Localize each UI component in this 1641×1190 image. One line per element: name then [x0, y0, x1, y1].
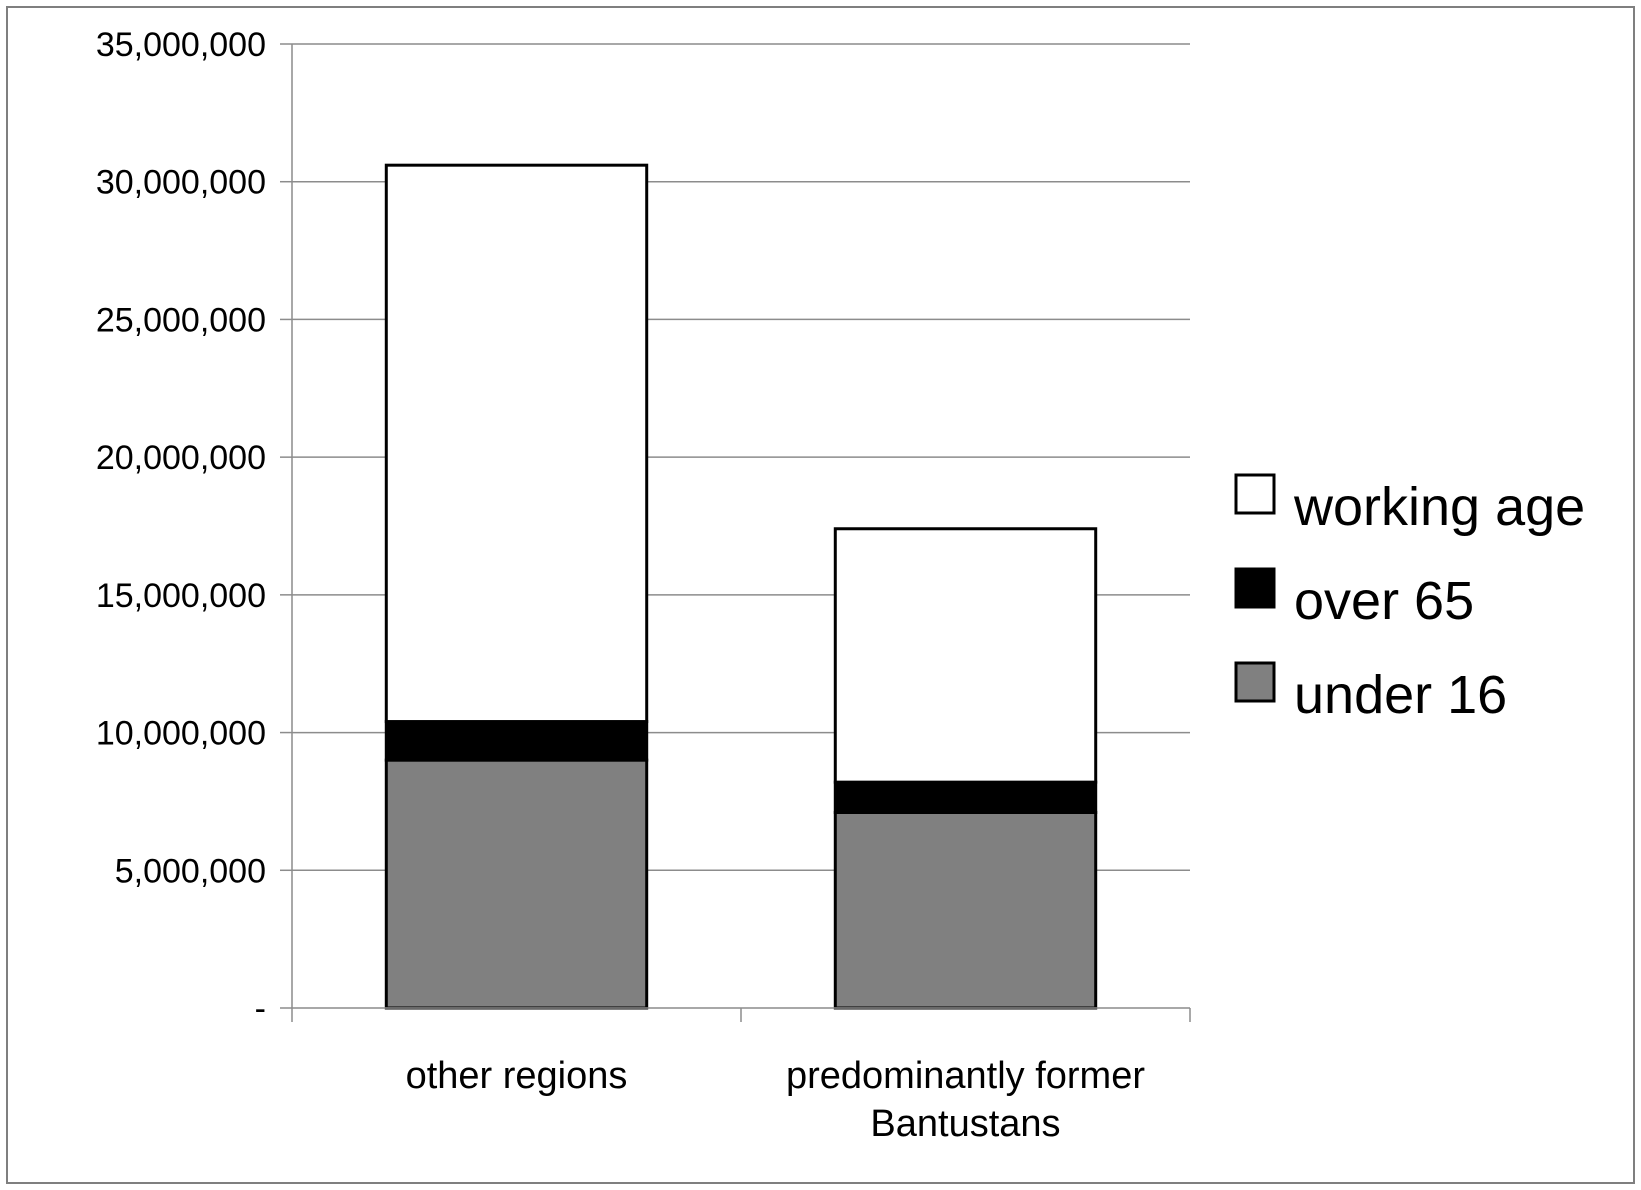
bars: [384, 163, 1098, 1010]
x-category-label: predominantly former Bantustans: [786, 1055, 1145, 1145]
legend-swatch: [1234, 567, 1276, 609]
axes: [280, 43, 1191, 1022]
bar-segment-working-age: [833, 527, 1098, 784]
legend: working age over 65 under 16: [1234, 473, 1585, 725]
x-category-labels: other regions predominantly former Bantust…: [406, 1055, 1146, 1145]
y-tick-label: 25,000,000: [96, 301, 266, 339]
legend-label: under 16: [1294, 665, 1507, 725]
bar-segment-over-65: [384, 720, 649, 762]
bar-segment-under-16: [833, 810, 1098, 1010]
y-tick-label: -: [255, 990, 266, 1028]
legend-label: working age: [1293, 477, 1585, 537]
bar-segment-working-age: [384, 163, 649, 724]
legend-label: over 65: [1294, 571, 1474, 631]
legend-swatch: [1234, 473, 1276, 515]
y-tick-labels: - 5,000,000 10,000,000 15,000,000 20,000,000…: [96, 26, 266, 1028]
bar-segment-under-16: [384, 758, 649, 1010]
y-tick-label: 20,000,000: [96, 439, 266, 477]
y-tick-label: 10,000,000: [96, 715, 266, 753]
y-tick-label: 5,000,000: [115, 852, 266, 890]
x-category-label: other regions: [406, 1055, 628, 1097]
y-tick-label: 30,000,000: [96, 164, 266, 202]
legend-swatch: [1234, 661, 1276, 703]
bar-segment-over-65: [833, 780, 1098, 814]
y-tick-label: 15,000,000: [96, 577, 266, 615]
y-tick-label: 35,000,000: [96, 26, 266, 64]
